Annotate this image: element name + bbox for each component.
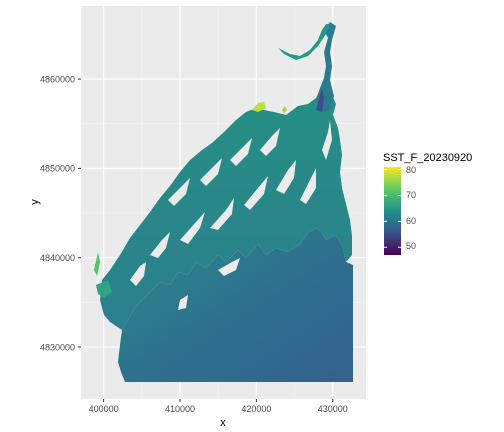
- raster-north-channel: [278, 24, 330, 60]
- x-tick-label-0: 400000: [89, 404, 119, 414]
- x-tick-labels: 400000 410000 420000 430000: [89, 404, 348, 414]
- legend-label-60: 60: [406, 216, 416, 226]
- legend-title: SST_F_20230920: [383, 152, 472, 164]
- legend-label-70: 70: [406, 190, 416, 200]
- x-axis-title: x: [220, 417, 226, 429]
- raster-bay-region: [100, 80, 352, 330]
- legend-colorbar: [384, 167, 401, 255]
- x-tick-label-3: 430000: [318, 404, 348, 414]
- raster-warm-cove: [252, 102, 266, 112]
- y-tick-label-3: 4860000: [40, 74, 75, 84]
- sst-raster: [94, 22, 353, 382]
- raster-sw-inlet: [96, 280, 112, 298]
- legend-label-50: 50: [406, 241, 416, 251]
- legend-ticks: [384, 169, 401, 248]
- x-tick-label-1: 410000: [165, 404, 195, 414]
- axis-ticks: [78, 78, 334, 402]
- legend-label-80: 80: [406, 165, 416, 175]
- raster-warm-cove-2: [282, 106, 287, 114]
- raster-upper-estuary: [316, 22, 336, 112]
- raster-main-water: [118, 228, 353, 382]
- y-tick-label-1: 4840000: [40, 253, 75, 263]
- raster-island-gaps: [130, 120, 332, 310]
- raster-upper-estuary-dark: [316, 88, 324, 112]
- raster-west-cove: [94, 252, 100, 276]
- y-tick-label-2: 4850000: [40, 164, 75, 174]
- legend: SST_F_20230920 50 60 70 80: [383, 152, 472, 255]
- x-tick-label-2: 420000: [241, 404, 271, 414]
- y-tick-labels: 4830000 4840000 4850000 4860000: [40, 74, 75, 352]
- y-tick-label-0: 4830000: [40, 342, 75, 352]
- y-axis-title: y: [29, 199, 41, 205]
